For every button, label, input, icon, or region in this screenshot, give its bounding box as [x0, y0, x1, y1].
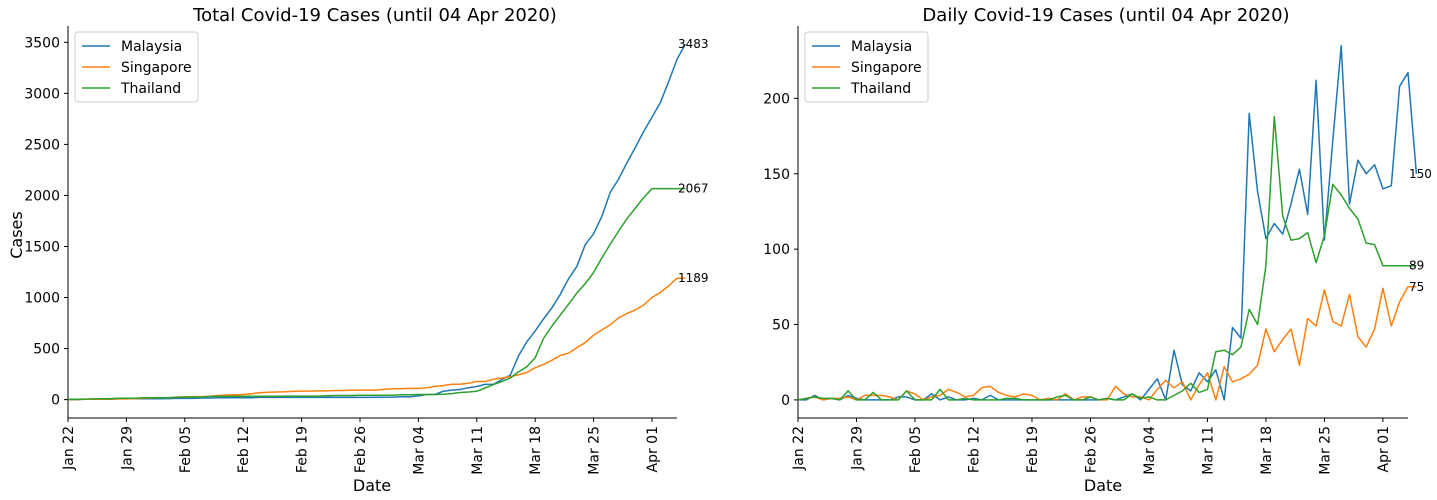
x-tick-label: Feb 05 [908, 426, 924, 473]
x-tick-label: Mar 25 [1317, 426, 1333, 475]
x-tick-label: Feb 12 [966, 426, 982, 473]
y-axis-label: Cases [7, 211, 26, 259]
legend-label-thailand: Thailand [120, 81, 181, 97]
y-tick-label: 1000 [24, 291, 60, 307]
total-cases-chart: Total Covid-19 Cases (until 04 Apr 2020)… [7, 5, 709, 495]
legend-label-thailand: Thailand [850, 81, 911, 97]
chart-title: Daily Covid-19 Cases (until 04 Apr 2020) [922, 5, 1289, 26]
x-tick-label: Jan 22 [791, 426, 807, 471]
legend-box [74, 31, 199, 103]
legend-label-malaysia: Malaysia [851, 39, 912, 55]
x-tick-label: Jan 29 [849, 426, 865, 471]
series-line-malaysia [68, 43, 686, 401]
daily-cases-chart: Daily Covid-19 Cases (until 04 Apr 2020)… [763, 5, 1432, 495]
x-tick-label: Feb 26 [1083, 426, 1099, 473]
y-tick-label: 100 [763, 242, 790, 258]
legend: Malaysia Singapore Thailand [804, 31, 929, 103]
x-tick-label: Feb 19 [295, 426, 311, 473]
end-value-label: 1189 [678, 271, 709, 285]
series-line-singapore [797, 286, 1417, 401]
x-tick-label: Feb 05 [178, 426, 194, 473]
y-tick-label: 2500 [24, 137, 60, 153]
x-axis-label: Date [1084, 476, 1122, 495]
x-tick-label: Jan 29 [119, 426, 135, 471]
end-value-label: 2067 [678, 182, 709, 196]
x-tick-label: Mar 04 [1142, 426, 1158, 475]
y-tick-label: 3000 [24, 86, 60, 102]
x-tick-label: Apr 01 [645, 426, 661, 472]
end-value-label: 3483 [678, 37, 709, 51]
y-tick-label: 500 [33, 342, 60, 358]
x-tick-label: Mar 18 [528, 426, 544, 475]
x-tick-label: Mar 11 [1200, 426, 1216, 475]
y-tick-label: 0 [781, 393, 790, 409]
x-tick-label: Feb 26 [353, 426, 369, 473]
x-axis-label: Date [353, 476, 391, 495]
chart-title: Total Covid-19 Cases (until 04 Apr 2020) [192, 5, 557, 26]
x-tick-label: Mar 04 [411, 426, 427, 475]
legend-label-malaysia: Malaysia [121, 39, 182, 55]
end-value-label: 150 [1409, 167, 1432, 181]
x-tick-label: Mar 25 [587, 426, 603, 475]
legend-label-singapore: Singapore [121, 60, 192, 76]
end-value-label: 75 [1409, 280, 1424, 294]
y-tick-label: 1500 [24, 240, 60, 256]
y-tick-label: 50 [772, 318, 790, 334]
x-tick-label: Mar 18 [1259, 426, 1275, 475]
x-tick-label: Jan 22 [61, 426, 77, 471]
y-tick-label: 3500 [24, 35, 60, 51]
x-tick-label: Feb 12 [236, 426, 252, 473]
legend-box [804, 31, 929, 103]
legend: Malaysia Singapore Thailand [74, 31, 199, 103]
x-tick-label: Feb 19 [1025, 426, 1041, 473]
series-line-thailand [797, 115, 1417, 401]
y-tick-label: 150 [763, 167, 790, 183]
x-tick-label: Apr 01 [1376, 426, 1392, 472]
series-line-singapore [67, 277, 686, 401]
series-line-thailand [67, 187, 686, 401]
x-tick-label: Mar 11 [470, 426, 486, 475]
end-value-label: 89 [1409, 259, 1424, 273]
y-tick-label: 0 [51, 393, 60, 409]
y-tick-label: 200 [763, 91, 790, 107]
legend-label-singapore: Singapore [851, 60, 922, 76]
y-tick-label: 2000 [24, 188, 60, 204]
